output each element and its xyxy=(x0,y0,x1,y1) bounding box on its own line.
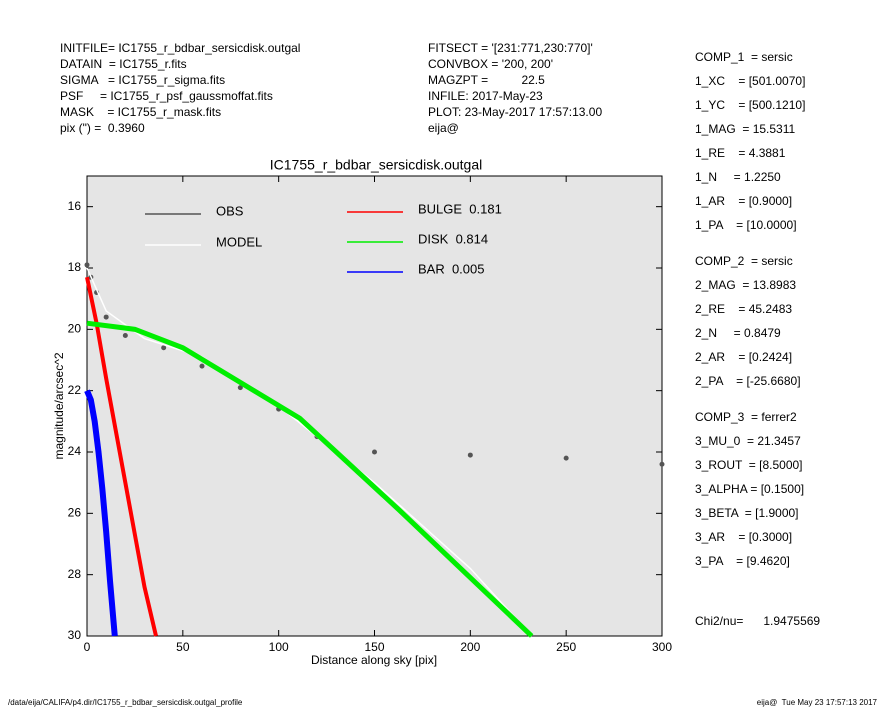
data-point xyxy=(122,332,128,338)
x-tick-label: 200 xyxy=(460,640,480,654)
y-tick-label: 22 xyxy=(68,383,82,397)
component-line: COMP_2 = sersic xyxy=(695,254,793,268)
legend-label: BAR 0.005 xyxy=(418,261,485,276)
header-line: eija@ xyxy=(428,121,459,135)
component-line: Chi2/nu= 1.9475569 xyxy=(695,614,820,628)
legend-label: DISK 0.814 xyxy=(418,231,488,246)
component-line: 1_RE = 4.3881 xyxy=(695,146,786,160)
component-line: 2_N = 0.8479 xyxy=(695,326,781,340)
series-line xyxy=(85,276,158,637)
data-point xyxy=(467,452,473,458)
series-line xyxy=(84,389,118,637)
x-tick-label: 100 xyxy=(269,640,289,654)
data-point xyxy=(372,449,377,455)
legend-label: OBS xyxy=(216,203,244,218)
component-line: COMP_1 = sersic xyxy=(695,50,793,64)
footer-left: /data/eija/CALIFA/p4.dir/IC1755_r_bdbar_… xyxy=(8,698,243,707)
header-line: PLOT: 23-May-2017 17:57:13.00 xyxy=(428,105,602,119)
y-tick-label: 26 xyxy=(68,506,82,520)
header-line: MAGZPT = 22.5 xyxy=(428,73,545,87)
y-tick-label: 20 xyxy=(68,322,82,336)
plot-area xyxy=(86,175,663,637)
header-line: FITSECT = '[231:771,230:770]' xyxy=(428,41,593,55)
component-line: 3_PA = [9.4620] xyxy=(695,554,790,568)
y-tick-label: 28 xyxy=(68,567,82,581)
y-axis-label: magnitude/arcsec^2 xyxy=(52,352,66,459)
component-line: 1_N = 1.2250 xyxy=(695,170,781,184)
data-point xyxy=(659,461,665,467)
y-tick-label: 24 xyxy=(68,444,82,458)
component-line: 3_ROUT = [8.5000] xyxy=(695,458,803,472)
header-line: pix (") = 0.3960 xyxy=(60,121,145,135)
header-line: PSF = IC1755_r_psf_gaussmoffat.fits xyxy=(60,89,273,103)
component-line: 1_XC = [501.0070] xyxy=(695,74,805,88)
x-axis-label: Distance along sky [pix] xyxy=(311,653,437,667)
data-point xyxy=(84,262,90,268)
header-line: MASK = IC1755_r_mask.fits xyxy=(60,105,221,119)
component-line: 3_ALPHA = [0.1500] xyxy=(695,482,804,496)
component-line: 1_AR = [0.9000] xyxy=(695,194,792,208)
series-line xyxy=(86,320,534,638)
component-line: 1_PA = [10.0000] xyxy=(695,218,797,232)
header-line: INITFILE= IC1755_r_bdbar_sersicdisk.outg… xyxy=(60,41,300,55)
x-tick-label: 150 xyxy=(364,640,384,654)
y-tick-label: 16 xyxy=(68,199,82,213)
x-tick-label: 50 xyxy=(176,640,190,654)
component-line: 3_MU_0 = 21.3457 xyxy=(695,434,801,448)
x-tick-label: 250 xyxy=(556,640,576,654)
chart-title: IC1755_r_bdbar_sersicdisk.outgal xyxy=(270,157,482,173)
component-line: 3_BETA = [1.9000] xyxy=(695,506,799,520)
x-tick-label: 0 xyxy=(84,640,91,654)
component-line: 1_YC = [500.1210] xyxy=(695,98,805,112)
y-tick-label: 30 xyxy=(68,628,82,642)
data-point xyxy=(161,345,167,351)
component-line: 1_MAG = 15.5311 xyxy=(695,122,796,136)
data-point xyxy=(237,385,243,391)
header-line: INFILE: 2017-May-23 xyxy=(428,89,543,103)
legend-label: BULGE 0.181 xyxy=(418,201,502,216)
data-point xyxy=(103,314,109,320)
y-tick-label: 18 xyxy=(68,260,82,274)
component-line: 2_MAG = 13.8983 xyxy=(695,278,796,292)
header-line: CONVBOX = '200, 200' xyxy=(428,57,553,71)
component-line: COMP_3 = ferrer2 xyxy=(695,410,797,424)
component-line: 3_AR = [0.3000] xyxy=(695,530,792,544)
x-tick-label: 300 xyxy=(652,640,672,654)
header-line: DATAIN = IC1755_r.fits xyxy=(60,57,187,71)
component-line: 2_PA = [-25.6680] xyxy=(695,374,801,388)
footer-right: eija@ Tue May 23 17:57:13 2017 xyxy=(757,698,878,707)
component-line: 2_AR = [0.2424] xyxy=(695,350,792,364)
legend-label: MODEL xyxy=(216,234,262,249)
data-point xyxy=(199,363,205,369)
component-line: 2_RE = 45.2483 xyxy=(695,302,792,316)
header-line: SIGMA = IC1755_r_sigma.fits xyxy=(60,73,225,87)
data-point xyxy=(563,455,569,461)
